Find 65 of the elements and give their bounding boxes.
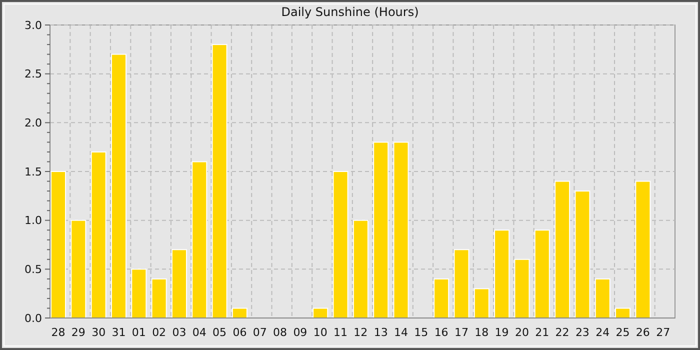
x-tick-label: 21 [535, 326, 550, 339]
bar [50, 171, 66, 318]
bar [151, 278, 167, 318]
bar [373, 142, 389, 318]
bar [494, 230, 510, 318]
x-tick-label: 27 [656, 326, 670, 339]
x-tick-label: 26 [636, 326, 650, 339]
bar [110, 54, 126, 318]
x-tick-label: 08 [273, 326, 288, 339]
bar [312, 308, 328, 318]
x-tick-label: 11 [334, 326, 348, 339]
bar [594, 278, 610, 318]
bar [393, 142, 409, 318]
bar [131, 268, 147, 318]
bar [90, 151, 106, 318]
x-tick-label: 28 [51, 326, 66, 339]
x-tick-label: 02 [152, 326, 166, 339]
x-tick-label: 12 [354, 326, 368, 339]
x-tick-label: 04 [192, 326, 206, 339]
x-tick-label: 07 [252, 326, 267, 339]
bar [192, 161, 208, 318]
x-tick-label: 10 [313, 326, 328, 339]
y-tick-label: 1.0 [24, 214, 42, 228]
x-tick-label: 24 [596, 326, 610, 339]
x-tick-label: 31 [112, 326, 126, 339]
x-tick-label: 14 [394, 326, 408, 339]
bar [534, 230, 550, 318]
x-tick-label: 01 [132, 326, 146, 339]
y-tick-label: 1.5 [24, 165, 42, 178]
bar [232, 308, 248, 318]
bar [434, 278, 450, 318]
chart-title: Daily Sunshine (Hours) [281, 5, 419, 19]
x-tick-label: 06 [232, 326, 247, 339]
x-tick-label: 25 [616, 326, 630, 339]
x-tick-label: 13 [374, 326, 388, 339]
bar [70, 220, 86, 318]
y-tick-label: 0.0 [24, 312, 42, 325]
bar [474, 288, 490, 318]
y-tick-label: 3.0 [24, 18, 42, 32]
x-tick-label: 30 [92, 326, 106, 339]
bar [514, 258, 530, 318]
bar [332, 171, 348, 318]
x-tick-label: 09 [293, 326, 308, 339]
x-tick-label: 19 [494, 326, 509, 339]
bar [554, 180, 570, 318]
y-tick-label: 2.5 [24, 68, 42, 81]
x-tick-label: 20 [514, 326, 529, 339]
x-tick-label: 22 [555, 326, 570, 339]
y-tick-label: 2.0 [24, 116, 42, 130]
x-tick-label: 23 [575, 326, 590, 339]
x-tick-label: 03 [172, 326, 186, 339]
x-tick-label: 29 [71, 326, 86, 339]
bar [615, 308, 631, 318]
x-tick-label: 16 [434, 326, 448, 339]
bar [454, 249, 470, 318]
bar [212, 44, 228, 318]
x-tick-label: 05 [212, 326, 227, 339]
bar [352, 220, 368, 318]
bar [574, 190, 590, 318]
bar [635, 180, 651, 318]
y-tick-label: 0.5 [24, 263, 42, 276]
bar [171, 249, 187, 318]
x-tick-label: 15 [414, 326, 428, 339]
x-tick-label: 18 [474, 326, 489, 339]
x-tick-label: 17 [454, 326, 468, 339]
